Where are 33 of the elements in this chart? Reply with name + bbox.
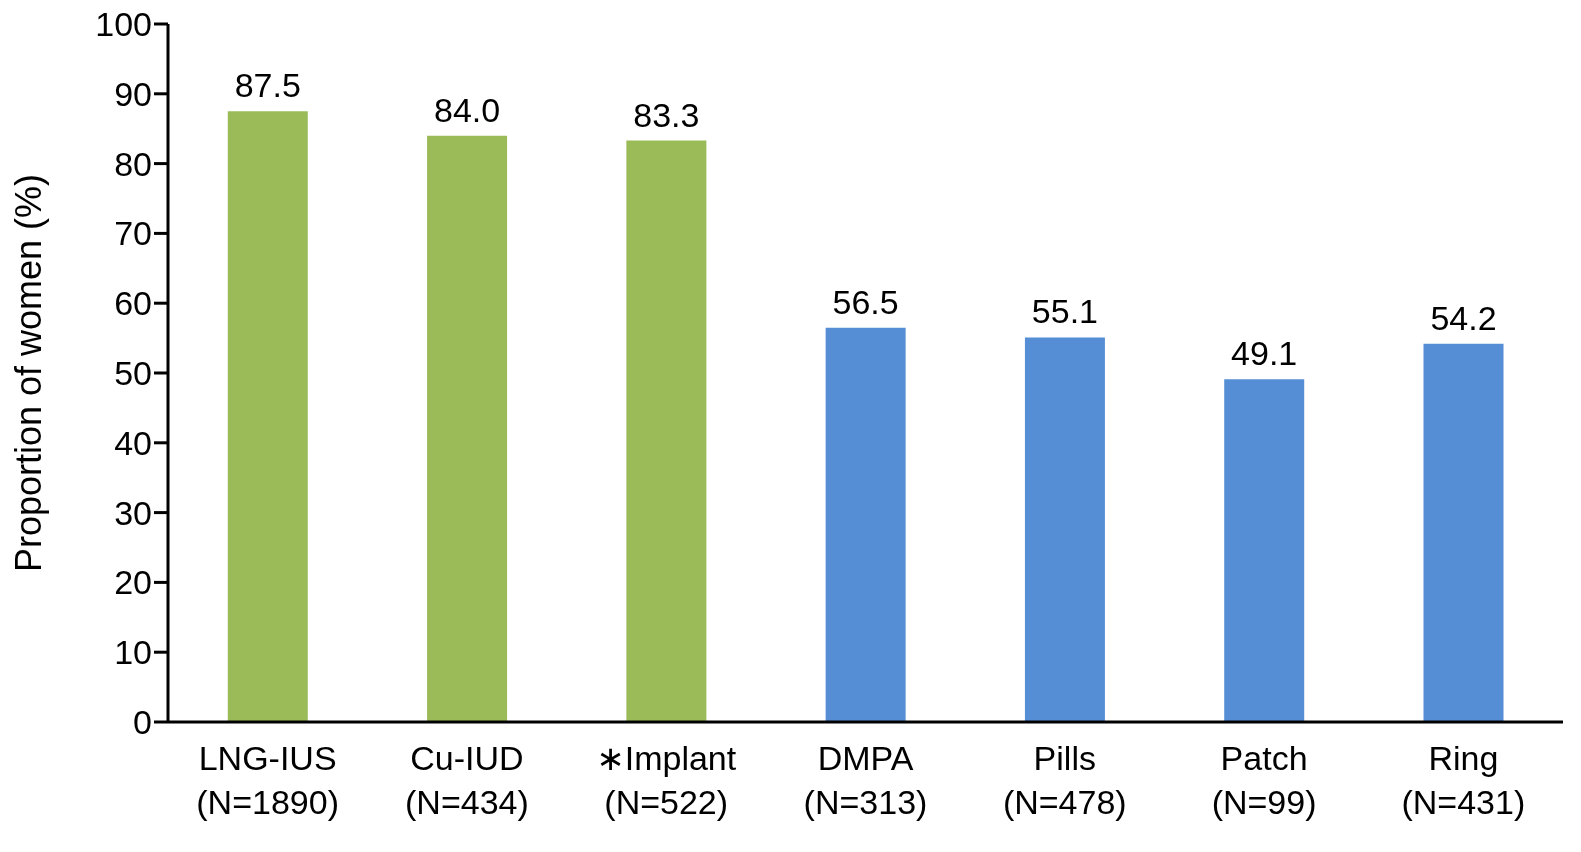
data-label: 87.5 bbox=[234, 66, 301, 105]
bar bbox=[1224, 379, 1305, 722]
bar bbox=[427, 135, 508, 722]
bar bbox=[227, 111, 308, 722]
data-label: 84.0 bbox=[433, 90, 501, 129]
y-tick-label: 40 bbox=[114, 423, 152, 462]
x-tick-label: ∗Implant (N=522) bbox=[596, 739, 737, 821]
y-tick-label: 10 bbox=[114, 633, 152, 672]
data-label: 54.2 bbox=[1430, 298, 1497, 337]
y-tick-label: 100 bbox=[95, 5, 152, 44]
y-axis-title: Proportion of women (%) bbox=[7, 173, 49, 573]
y-tick-label: 30 bbox=[114, 493, 152, 532]
x-tick-label: Pills (N=478) bbox=[1002, 739, 1127, 821]
y-tick-label: 0 bbox=[133, 703, 152, 742]
x-tick-label: LNG-IUS (N=1890) bbox=[196, 739, 339, 821]
x-tick-label: Ring (N=431) bbox=[1401, 739, 1526, 821]
y-tick-label: 70 bbox=[114, 214, 152, 253]
data-label: 55.1 bbox=[1031, 292, 1099, 331]
y-tick-label: 60 bbox=[114, 284, 152, 323]
y-tick-label: 90 bbox=[114, 74, 152, 113]
x-tick-label: Patch (N=99) bbox=[1211, 739, 1317, 821]
y-tick-label: 80 bbox=[114, 144, 152, 183]
x-tick-label: Cu-IUD (N=434) bbox=[405, 739, 529, 821]
data-label: 49.1 bbox=[1231, 334, 1298, 373]
bar bbox=[1024, 337, 1105, 722]
y-tick-label: 20 bbox=[114, 563, 152, 602]
bar bbox=[626, 140, 707, 722]
data-label: 56.5 bbox=[832, 282, 899, 321]
bar bbox=[1423, 343, 1504, 722]
data-label: 83.3 bbox=[633, 95, 700, 134]
bar bbox=[825, 327, 906, 722]
x-tick-label: DMPA (N=313) bbox=[803, 739, 928, 821]
y-tick-label: 50 bbox=[114, 354, 152, 393]
